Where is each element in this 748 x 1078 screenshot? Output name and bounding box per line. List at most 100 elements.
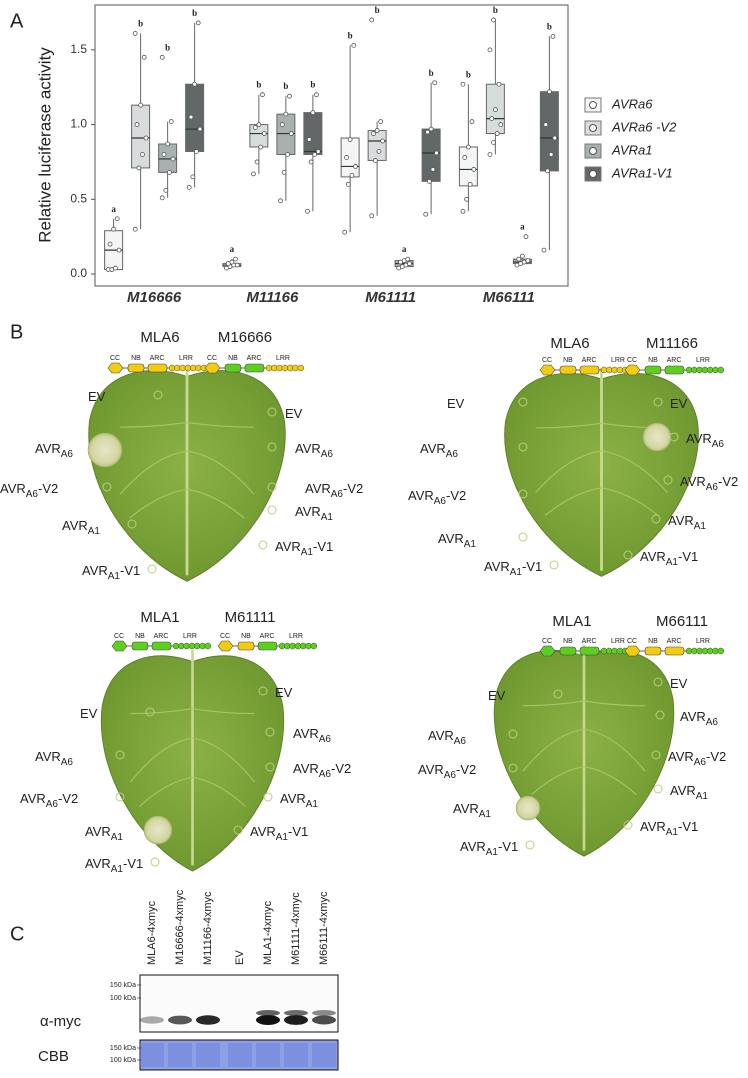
label-suffix: -V2: [446, 488, 466, 503]
label-base: AVR: [0, 481, 26, 496]
data-point: [550, 33, 556, 39]
legend-label: AVRa6 -V2: [611, 119, 677, 134]
infiltration-spot: [150, 857, 160, 867]
infiltration-label: AVRA6: [428, 728, 466, 746]
label-base: AVR: [453, 801, 479, 816]
data-point: [233, 256, 238, 262]
data-point: [405, 256, 411, 262]
leaf-vein: [601, 450, 668, 493]
infiltration-spot: [653, 677, 663, 687]
construct-name: M61111: [225, 609, 276, 626]
infiltration-label: AVRA6: [35, 749, 73, 767]
data-point: [372, 158, 378, 163]
domain-label: ARC: [150, 355, 165, 362]
infiltration-label: AVRA6: [293, 726, 331, 744]
data-point: [353, 164, 358, 169]
domain-lrr: [310, 642, 318, 650]
data-point: [434, 150, 439, 156]
domain-lrr: [717, 366, 725, 374]
domain-arc: [664, 646, 685, 656]
infiltration-spot: [265, 762, 275, 772]
protein-band: [256, 1015, 280, 1025]
label-base: EV: [670, 676, 688, 691]
label-base: AVR: [275, 539, 301, 554]
label-base: AVR: [20, 791, 46, 806]
infiltration-spot: [518, 442, 528, 452]
label-suffix: -V2: [38, 481, 58, 496]
domain-cc: [539, 364, 556, 376]
infiltration-spot: [518, 489, 528, 499]
infiltration-label: AVRA1: [670, 783, 708, 801]
domain-label: CC: [542, 638, 552, 645]
label-base: AVR: [640, 819, 666, 834]
label-base: AVR: [686, 431, 712, 446]
leaf-vein: [120, 421, 188, 428]
domain-label: LRR: [276, 355, 290, 362]
data-point: [423, 211, 429, 217]
infiltration-spot: [651, 514, 661, 524]
box: [421, 128, 441, 182]
domain-nb: [131, 641, 149, 651]
data-point: [523, 234, 529, 240]
leaf-vein: [186, 488, 245, 519]
kda-marker: 100 kDa: [110, 995, 136, 1002]
label-base: EV: [285, 406, 303, 421]
domain-lrr: [204, 642, 212, 650]
leaf-vein: [531, 765, 585, 795]
data-point: [489, 116, 495, 121]
domain-cc: [217, 640, 234, 652]
data-point: [134, 122, 140, 127]
protein-band: [284, 1010, 308, 1016]
domain-label: LRR: [696, 638, 710, 645]
data-point: [491, 140, 496, 145]
data-point: [492, 107, 498, 113]
significance-letter: b: [375, 5, 380, 15]
domain-nb: [644, 365, 662, 375]
domain-arc: [257, 641, 278, 651]
data-point: [432, 80, 438, 86]
data-point: [351, 42, 357, 48]
box: [458, 146, 478, 187]
infiltration-spot: [518, 397, 528, 407]
construct-name: MLA6: [140, 329, 179, 346]
infiltration-label: AVRA1-V1: [640, 549, 698, 567]
label-subscript: A1: [321, 512, 334, 523]
leaf-vein: [601, 487, 659, 516]
data-point: [190, 174, 196, 180]
infiltration-spot: [663, 475, 673, 485]
x-tick-label: M61111: [365, 289, 416, 306]
data-point: [132, 226, 138, 232]
label-subscript: A6: [26, 489, 39, 500]
y-tick-label: 1.0: [70, 117, 87, 131]
leaf-vein: [138, 776, 193, 807]
data-point: [548, 152, 554, 157]
label-suffix: -V2: [706, 749, 726, 764]
domain-label: NB: [563, 638, 573, 645]
data-point: [288, 131, 294, 136]
data-point: [376, 149, 382, 154]
significance-letter: b: [165, 42, 170, 52]
data-point: [234, 262, 240, 268]
data-point: [407, 261, 412, 266]
panel-label: B: [10, 321, 23, 343]
panel-label: C: [10, 923, 24, 945]
construct-name: MLA1: [552, 613, 591, 630]
domain-nb: [224, 363, 242, 373]
infiltration-label: AVRA1-V1: [460, 839, 518, 857]
data-point: [136, 165, 142, 171]
label-subscript: A1: [696, 791, 709, 802]
domain-lrr: [717, 647, 725, 655]
infiltration-label: EV: [285, 406, 303, 421]
infiltration-label: AVRA6: [35, 441, 73, 459]
domain-construct: CC NB ARC LRR: [107, 355, 208, 374]
data-point: [260, 92, 265, 98]
infiltration-label: AVRA6-V2: [668, 749, 726, 767]
domain-nb: [127, 363, 145, 373]
significance-letter: b: [192, 8, 197, 18]
construct-name: MLA6: [550, 335, 589, 352]
label-base: AVR: [85, 856, 111, 871]
data-point: [114, 216, 120, 222]
infiltration-spot: [549, 560, 559, 570]
infiltration-label: AVRA6: [686, 431, 724, 449]
domain-construct: CC NB ARC LRR: [111, 633, 212, 652]
